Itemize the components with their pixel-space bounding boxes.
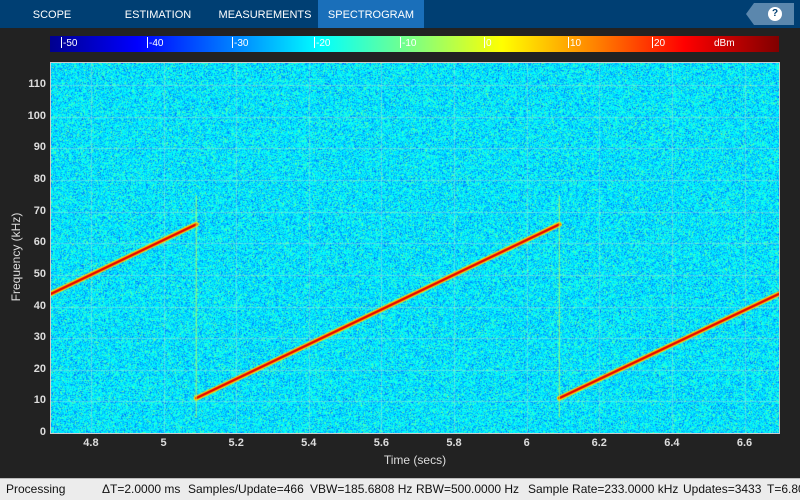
y-tick-label: 30 (33, 331, 46, 344)
x-tick-label: 5.2 (228, 437, 244, 449)
plot-frame (50, 62, 780, 434)
colorbar-tick: 10 (568, 37, 582, 49)
tab-scope[interactable]: SCOPE (32, 9, 72, 21)
y-tick-label: 90 (33, 141, 46, 154)
question-mark-icon: ? (768, 7, 782, 21)
y-tick-label: 100 (27, 109, 46, 122)
colorbar-tick: -10 (400, 37, 417, 49)
x-tick-label: 5.4 (301, 437, 317, 449)
colorbar-tick: 0 (484, 37, 492, 49)
y-tick-label: 80 (33, 173, 46, 185)
status-time: T=6.80 (767, 482, 800, 496)
status-delta-t: ΔT=2.0000 ms (102, 482, 181, 496)
status-sample-rate: Sample Rate=233.0000 kHz (528, 482, 679, 496)
y-tick-label: 0 (39, 426, 46, 438)
x-tick-label: 6.4 (664, 437, 680, 449)
y-tick-label: 40 (33, 299, 46, 312)
status-samples: Samples/Update=466 (188, 482, 304, 496)
colorbar-tick: -40 (147, 37, 164, 49)
y-tick-label: 50 (33, 267, 46, 280)
tab-bar: SCOPE ESTIMATION MEASUREMENTS SPECTROGRA… (0, 0, 800, 28)
tab-measurements[interactable]: MEASUREMENTS (218, 9, 312, 21)
y-axis-label: Frequency (kHz) (9, 212, 23, 302)
tab-spectrogram[interactable]: SPECTROGRAM (318, 0, 424, 28)
x-tick-label: 6.6 (736, 437, 753, 449)
y-tick-label: 10 (33, 394, 46, 407)
y-tick-label: 70 (33, 204, 46, 217)
colorbar-tick: 20 (652, 37, 666, 49)
tab-estimation[interactable]: ESTIMATION (124, 9, 192, 21)
status-rbw: RBW=500.0000 Hz (416, 482, 520, 496)
status-vbw: VBW=185.6808 Hz (310, 482, 413, 496)
x-axis-label: Time (secs) (383, 453, 447, 467)
spectrogram-plot[interactable] (51, 63, 779, 433)
colorbar-tick: -30 (232, 37, 249, 49)
status-updates: Updates=3433 (683, 482, 762, 496)
x-tick-label: 5 (160, 437, 167, 449)
colorbar-tick: -50 (61, 37, 78, 49)
y-tick-label: 60 (33, 236, 46, 249)
colorbar: -50 -40 -30 -20 -10 0 10 20 dBm (50, 36, 779, 52)
colorbar-tick: -20 (314, 37, 331, 49)
x-tick-label: 5.8 (446, 437, 462, 449)
y-tick-label: 110 (28, 78, 46, 91)
help-button[interactable]: ? (746, 3, 794, 25)
status-state: Processing (6, 482, 66, 496)
x-tick-label: 6.2 (591, 437, 607, 449)
x-tick-label: 6 (523, 437, 530, 449)
status-bar: Processing ΔT=2.0000 ms Samples/Update=4… (0, 478, 800, 500)
x-tick-label: 5.6 (373, 437, 390, 449)
x-tick-label: 4.8 (83, 437, 99, 449)
y-tick-label: 20 (33, 362, 46, 375)
colorbar-unit: dBm (714, 38, 735, 49)
